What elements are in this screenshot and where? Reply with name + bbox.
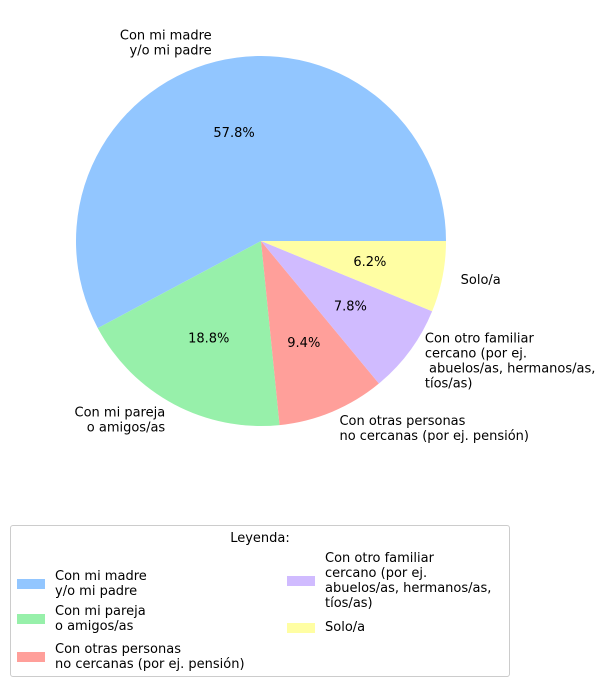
legend-entry: Con otro familiar cercano (por ej. abuel… (287, 551, 491, 611)
legend-label: Solo/a (325, 620, 366, 635)
slice-category-label: Solo/a (461, 273, 501, 288)
legend-swatch (287, 622, 315, 633)
pie-slice (97, 241, 280, 427)
legend-entry: Con otras personas no cercanas (por ej. … (17, 642, 245, 672)
pie-slice (261, 241, 379, 426)
legend-swatch (17, 652, 45, 662)
legend-entry: Con mi pareja o amigos/as (17, 604, 146, 634)
legend-swatch (17, 579, 45, 589)
legend-title: Leyenda: (230, 531, 290, 546)
legend-swatch (287, 576, 315, 586)
legend-swatch (17, 614, 45, 624)
slice-value-label: 7.8% (334, 299, 367, 314)
slice-category-label: Con mi pareja o amigos/as (75, 406, 166, 436)
legend-label: Con otras personas no cercanas (por ej. … (55, 642, 245, 672)
pie-slice (261, 241, 447, 312)
slice-value-label: 6.2% (353, 255, 386, 270)
slice-value-label: 57.8% (213, 126, 254, 141)
legend-entry: Solo/a (287, 620, 365, 635)
slice-category-label: Con mi madre y/o mi padre (120, 29, 212, 59)
pie-chart: 57.8% Con mi madre y/o mi padre 18.8% Con mi… (75, 29, 596, 444)
slice-category-label: Con otro familiar cercano (por ej. abuelo… (425, 332, 596, 392)
legend-label: Con otro familiar cercano (por ej. abuel… (325, 551, 492, 611)
legend-label: Con mi pareja o amigos/as (55, 604, 146, 634)
legend: Leyenda: Con mi madre y/o mi padre Con m… (10, 525, 510, 677)
slice-value-label: 9.4% (287, 336, 320, 351)
legend-entry: Con mi madre y/o mi padre (17, 569, 147, 599)
pie-slice (261, 241, 433, 384)
slice-value-label: 18.8% (188, 331, 229, 346)
legend-label: Con mi madre y/o mi padre (55, 569, 147, 599)
pie-slice (76, 56, 447, 329)
slice-category-label: Con otras personas no cercanas (por ej. p… (339, 414, 529, 444)
